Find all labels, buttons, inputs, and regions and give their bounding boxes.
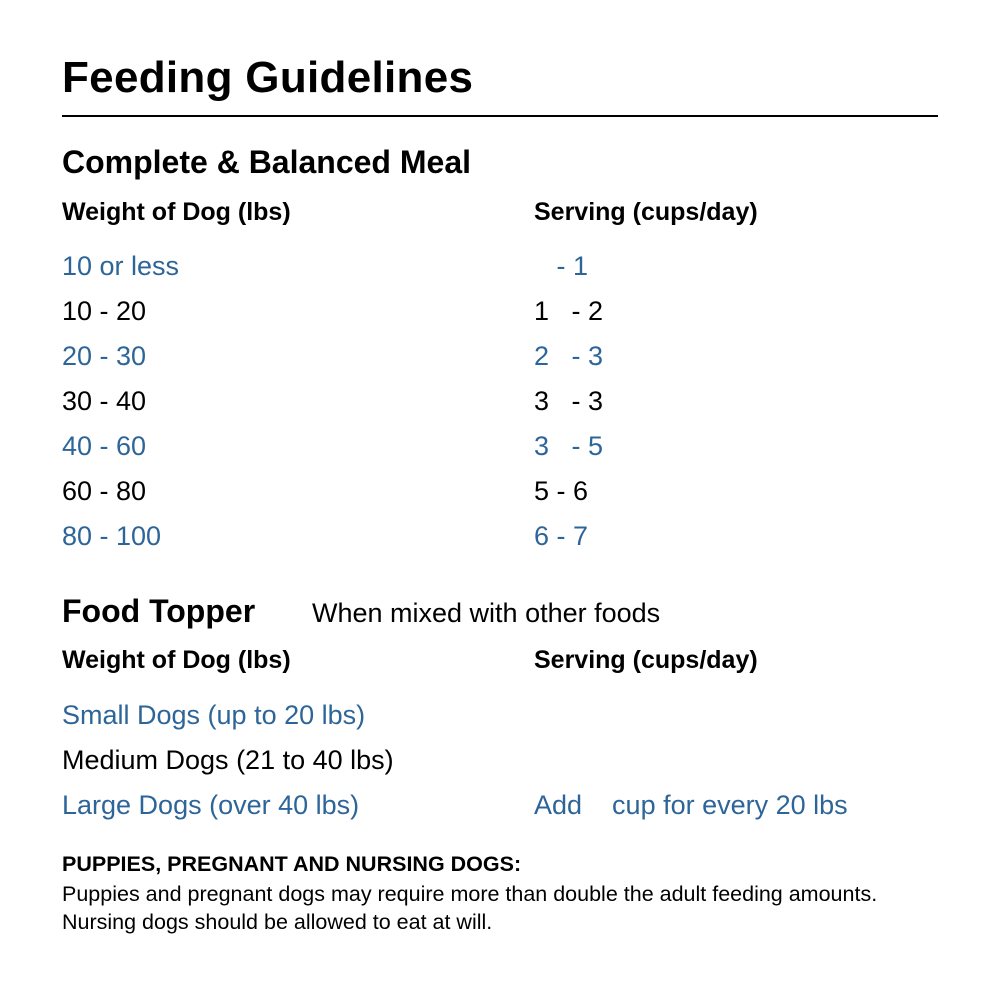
topper-subheading: When mixed with other foods	[312, 598, 661, 628]
meal-serving: - 1	[534, 251, 589, 281]
meal-weight: 80 - 100	[62, 521, 162, 551]
meal-col-serving: Serving (cups/day)	[534, 198, 758, 226]
meal-serving: 3 - 5	[534, 431, 604, 461]
meal-heading: Complete & Balanced Meal	[62, 144, 471, 180]
topper-serving: Add cup for every 20 lbs	[534, 790, 848, 820]
meal-col-weight: Weight of Dog (lbs)	[62, 198, 291, 226]
meal-serving: 2 - 3	[534, 341, 604, 371]
note-text: Puppies and pregnant dogs may require mo…	[62, 882, 878, 934]
topper-weight: Medium Dogs (21 to 40 lbs)	[62, 745, 394, 775]
title-divider	[62, 115, 938, 117]
topper-col-weight: Weight of Dog (lbs)	[62, 646, 291, 674]
meal-weight: 40 - 60	[62, 431, 147, 461]
topper-weight: Large Dogs (over 40 lbs)	[62, 790, 360, 820]
meal-serving: 3 - 3	[534, 386, 604, 416]
meal-weight: 60 - 80	[62, 476, 147, 506]
topper-heading: Food Topper	[62, 593, 256, 629]
meal-weight: 30 - 40	[62, 386, 147, 416]
meal-serving: 6 - 7	[534, 521, 589, 551]
topper-weight: Small Dogs (up to 20 lbs)	[62, 700, 366, 730]
meal-weight: 10 - 20	[62, 296, 147, 326]
meal-weight: 10 or less	[62, 251, 180, 281]
note-label: PUPPIES, PREGNANT AND NURSING DOGS:	[62, 852, 522, 876]
meal-serving: 1 - 2	[534, 296, 604, 326]
topper-col-serving: Serving (cups/day)	[534, 646, 758, 674]
meal-weight: 20 - 30	[62, 341, 147, 371]
meal-serving: 5 - 6	[534, 476, 589, 506]
page-title: Feeding Guidelines	[62, 53, 474, 102]
